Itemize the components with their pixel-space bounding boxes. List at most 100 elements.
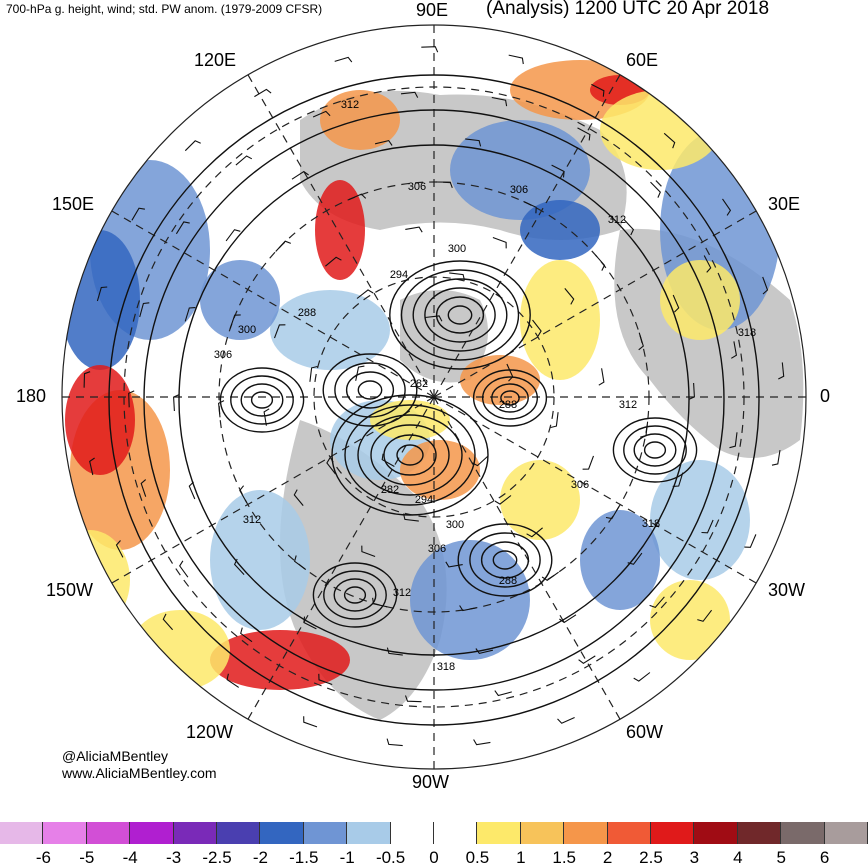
colorbar-swatch (520, 822, 565, 844)
contour-label: 318 (642, 518, 660, 530)
wind-barb (184, 307, 196, 322)
wind-barb (449, 272, 466, 281)
meridian-line (433, 396, 757, 584)
wind-barb (494, 495, 512, 505)
wind-barb (640, 421, 649, 438)
wind-barb (557, 716, 575, 724)
colorbar-swatch (434, 822, 478, 844)
height-contour (344, 404, 476, 506)
wind-barb (175, 221, 190, 235)
wind-barb (506, 363, 514, 382)
colorbar-tick-label: 6 (819, 848, 830, 867)
wind-barb (309, 365, 318, 382)
colorbar-swatch (694, 822, 738, 844)
colorbar-tick-label: 1 (516, 848, 526, 867)
wind-barb (627, 552, 643, 565)
colorbar-swatch (651, 822, 695, 844)
height-contour (240, 383, 284, 417)
height-contour (412, 278, 508, 352)
height-contour (143, 109, 725, 691)
contour-label: 312 (393, 587, 411, 599)
colorbar-swatch (130, 822, 174, 844)
contour-label: 294 (415, 494, 433, 506)
contour-label: 288 (499, 399, 517, 411)
height-contour (250, 391, 274, 409)
colorbar-tick-label: 0.5 (465, 848, 490, 867)
wind-barb (229, 314, 241, 329)
wind-barb (729, 432, 738, 449)
wind-barb (578, 655, 596, 664)
colorbar-swatch (303, 822, 348, 844)
wind-barb (475, 648, 494, 655)
wind-barb (273, 324, 286, 339)
wind-barb (235, 155, 253, 166)
colorbar-swatch (43, 822, 87, 844)
anomaly-patch (660, 260, 740, 340)
anomaly-patch (210, 490, 310, 630)
height-contour (633, 433, 677, 467)
wind-barb (83, 371, 91, 388)
colorbar-tick-label: -1 (339, 848, 355, 867)
colorbar-tick-label: 4 (733, 848, 743, 867)
lon-label-120w: 120W (186, 722, 234, 742)
wind-barb (326, 457, 336, 475)
colorbar: -6 -5 -4 -3 -2.5 -2 -1.5 -1 -0.5 0 0.5 1 1.5 2 2.5 3 4 5 6 (0, 822, 868, 867)
height-contour (469, 532, 541, 588)
wind-barb (89, 457, 95, 476)
wind-barb (582, 455, 595, 470)
wind-barb (492, 236, 507, 249)
wind-barb (239, 485, 248, 503)
wind-barb (703, 255, 712, 273)
wind-barb (381, 453, 395, 467)
contour-label: 306 (571, 479, 589, 491)
contour-label: 312 (608, 214, 626, 226)
wind-barb (445, 561, 463, 568)
contour-label: 318 (738, 327, 756, 339)
wind-barb (131, 207, 145, 221)
wind-barb (650, 181, 661, 198)
wind-barb (421, 46, 439, 53)
wind-barb (551, 164, 565, 178)
wind-barb (722, 198, 732, 216)
colorbar-swatch (737, 822, 782, 844)
wind-barb (594, 254, 606, 271)
wind-barb (771, 450, 781, 466)
wind-barb (701, 519, 714, 534)
wind-barb (303, 616, 317, 630)
wind-barb (494, 690, 512, 697)
anomaly-patch (400, 440, 480, 500)
credit-handle: @AliciaMBentley (62, 748, 169, 764)
contour-label: 312 (243, 514, 261, 526)
colorbar-tick-label: -0.5 (375, 848, 406, 867)
wind-barb (312, 110, 331, 118)
wind-barb (559, 614, 577, 624)
contour-label: 318 (437, 661, 455, 673)
wind-barb (471, 455, 489, 467)
height-contour (457, 523, 553, 597)
contour-label: 288 (499, 575, 517, 587)
lon-label-150e: 150E (52, 194, 95, 214)
wind-barb (649, 596, 665, 609)
wind-barb (263, 408, 270, 426)
lon-label-30w: 30W (768, 580, 806, 600)
map-title: 700-hPa g. height, wind; std. PW anom. (… (6, 2, 323, 16)
colorbar-tick-label: 5 (776, 848, 786, 867)
meridian-line (111, 210, 435, 398)
wind-barb (688, 382, 695, 400)
meridian-line (433, 74, 621, 398)
wind-barb (526, 527, 543, 538)
wind-barb (240, 627, 253, 643)
anomaly-patch (520, 260, 600, 380)
wind-barb (361, 545, 376, 558)
height-contour (357, 380, 383, 400)
wind-barb (218, 400, 225, 418)
height-contour (491, 383, 529, 413)
wind-barb (372, 597, 388, 608)
wind-barb (115, 540, 124, 558)
wind-barb (139, 302, 150, 318)
colorbar-tick-label: 2 (602, 848, 613, 867)
wind-barb (374, 139, 393, 146)
height-contour (345, 371, 395, 409)
anomaly-patch (200, 260, 280, 340)
